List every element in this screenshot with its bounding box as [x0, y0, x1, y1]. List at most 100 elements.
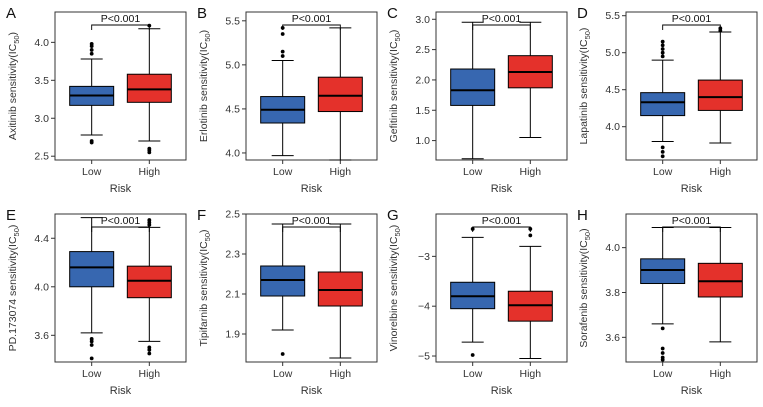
panel-letter: F — [197, 207, 206, 224]
y-axis-label-tail: ) — [388, 30, 400, 34]
outlier-point — [660, 326, 665, 331]
box-high — [126, 218, 172, 356]
outlier-point — [528, 233, 533, 238]
y-axis-label-main: Axitinib sensitivity(IC — [7, 43, 19, 140]
y-axis-label: PD.173074 sensitivity(IC50) — [7, 225, 21, 352]
outlier-point — [89, 48, 94, 52]
iqr-box — [126, 265, 172, 299]
x-tick-label-low: Low — [273, 368, 293, 380]
outlier-point — [280, 49, 285, 54]
y-axis-label-main: Lapatinib sensitivity(IC — [578, 39, 590, 144]
y-tick-label: 2.5 — [225, 209, 240, 221]
p-value-label: P<0.001 — [482, 13, 522, 25]
p-value-label: P<0.001 — [101, 215, 141, 227]
y-tick-label: 3.0 — [415, 14, 430, 26]
y-tick-label: 5.5 — [225, 15, 240, 27]
y-axis-label-main: Vinorelbine sensitivity(IC — [388, 236, 400, 351]
y-tick-label: 3.0 — [34, 113, 49, 125]
x-tick-label-low: Low — [82, 368, 102, 380]
outlier-point — [660, 346, 665, 351]
y-tick-label: 2.1 — [225, 289, 240, 301]
plot-frame — [435, 213, 568, 363]
y-tick-label: 3.5 — [34, 75, 49, 87]
outlier-point — [660, 39, 665, 44]
y-tick-label: 2.3 — [225, 249, 240, 261]
y-tick-label: 4.5 — [605, 84, 620, 96]
outlier-point — [89, 51, 94, 56]
outlier-point — [147, 345, 152, 350]
box-low — [260, 25, 306, 157]
y-axis-label-tail: ) — [7, 225, 19, 229]
panel-letter: D — [577, 5, 588, 22]
x-tick-label-high: High — [330, 368, 352, 380]
outlier-point — [660, 54, 665, 59]
outlier-point — [660, 149, 665, 154]
p-value-label: P<0.001 — [482, 215, 522, 227]
box-low — [69, 41, 115, 145]
box-high — [317, 223, 363, 359]
y-axis-label-subscript: 50 — [583, 31, 592, 39]
x-tick-label-low: Low — [273, 166, 293, 178]
iqr-box — [69, 251, 115, 288]
y-axis-label: Vinorelbine sensitivity(IC50) — [388, 225, 402, 352]
outlier-point — [147, 218, 152, 222]
y-tick-label: 1.5 — [415, 105, 430, 117]
y-tick-label: −5 — [418, 351, 430, 363]
y-tick-label: 3.6 — [605, 332, 620, 344]
iqr-box — [317, 76, 363, 113]
plot-frame — [435, 11, 568, 161]
y-tick-label: −3 — [418, 251, 430, 263]
y-tick-label: 1.9 — [225, 329, 240, 341]
p-value-label: P<0.001 — [292, 215, 332, 227]
panel-C: C 1.0 1.5 2.0 2.5 3.0 Low High Risk Gefitinib sen… — [387, 5, 568, 195]
x-tick-label-high: High — [330, 166, 352, 178]
x-axis-label: Risk — [681, 183, 703, 195]
x-tick-label-low: Low — [82, 166, 102, 178]
outlier-point — [89, 41, 94, 46]
y-axis-label-subscript: 50 — [12, 228, 21, 236]
panel-B: B 4.0 4.5 5.0 5.5 Low High Risk Erlotinib sensit… — [197, 5, 378, 195]
panel-letter: G — [387, 207, 399, 224]
y-tick-label: 4.4 — [34, 233, 49, 245]
outlier-point — [89, 139, 94, 143]
box-low — [450, 21, 496, 160]
y-axis-label-main: Gefitinib sensitivity(IC — [388, 41, 400, 142]
iqr-box — [450, 68, 496, 106]
y-tick-label: 4.5 — [225, 103, 240, 115]
y-tick-label: 4.0 — [34, 37, 49, 49]
p-value-label: P<0.001 — [672, 13, 712, 25]
panel-F: F 1.9 2.1 2.3 2.5 Low High Risk Tipifarnib sensi… — [197, 207, 378, 397]
box-high — [697, 26, 743, 144]
outlier-point — [660, 47, 665, 51]
y-axis-label-subscript: 50 — [203, 233, 212, 241]
x-tick-label-high: High — [520, 166, 542, 178]
x-tick-label-high: High — [139, 368, 161, 380]
y-axis-label-main: PD.173074 sensitivity(IC — [7, 236, 19, 351]
panel-letter: H — [577, 207, 588, 224]
y-axis-label: Sorafenib sensitivity(IC50) — [578, 228, 592, 347]
y-tick-label: 2.0 — [415, 74, 430, 86]
outlier-point — [280, 54, 285, 58]
y-tick-label: 3.8 — [605, 287, 620, 299]
y-axis-label: Axitinib sensitivity(IC50) — [7, 32, 21, 140]
y-axis-label-tail: ) — [198, 229, 210, 233]
significance-bracket — [91, 226, 150, 232]
y-axis-label-subscript: 50 — [203, 33, 212, 41]
box-low — [260, 223, 306, 356]
outlier-point — [147, 351, 152, 356]
panel-letter: B — [197, 5, 207, 22]
significance-bracket — [282, 226, 341, 232]
y-tick-label: −4 — [418, 301, 430, 313]
outlier-point — [147, 146, 152, 151]
box-low — [69, 217, 115, 361]
y-tick-label: 2.5 — [34, 151, 49, 163]
plot-frame — [245, 11, 378, 161]
x-tick-label-high: High — [710, 368, 732, 380]
y-axis-label-main: Sorafenib sensitivity(IC — [578, 240, 590, 348]
y-axis-label: Lapatinib sensitivity(IC50) — [578, 28, 592, 145]
outlier-point — [660, 355, 665, 360]
y-axis-label-subscript: 50 — [393, 33, 402, 41]
x-axis-label: Risk — [110, 183, 132, 195]
x-tick-label-low: Low — [463, 166, 483, 178]
x-axis-label: Risk — [110, 385, 132, 397]
